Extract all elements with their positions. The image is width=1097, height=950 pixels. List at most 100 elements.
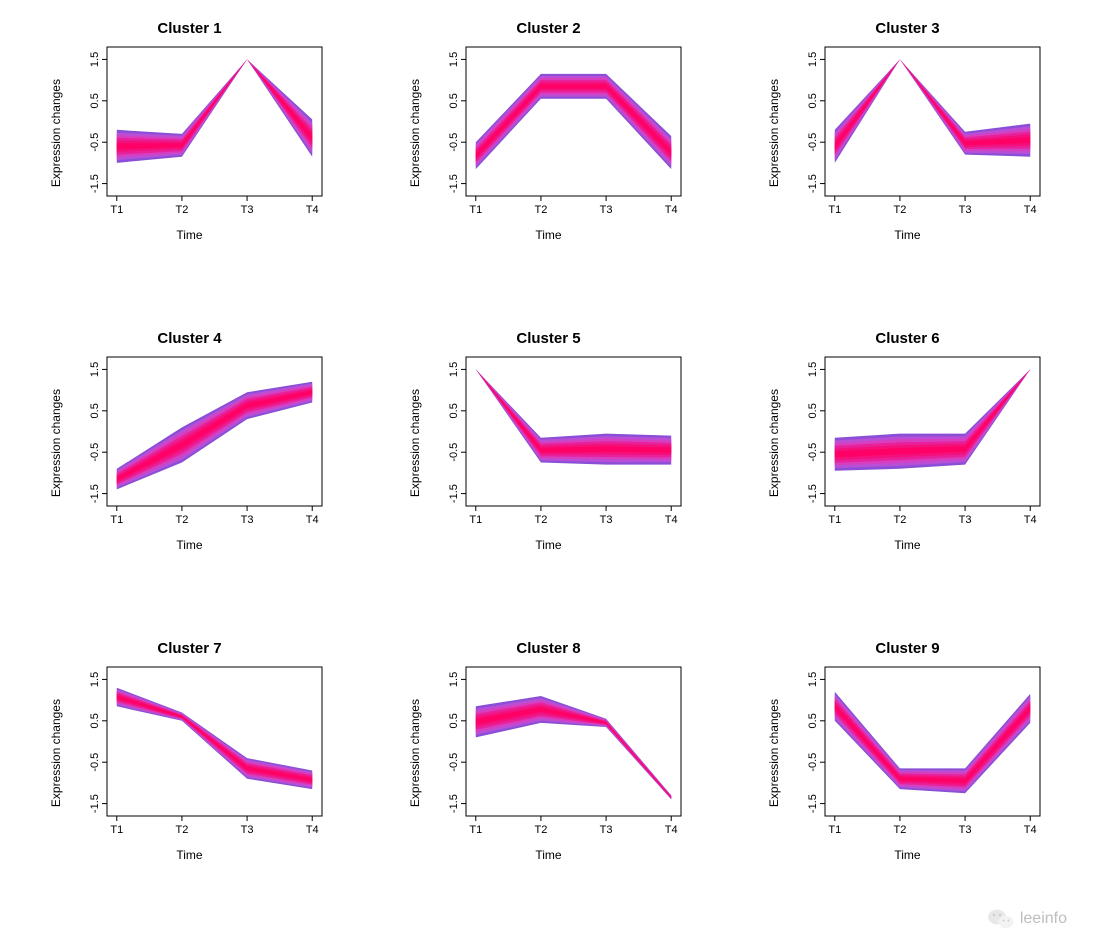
x-axis-label: Time [176, 848, 202, 862]
cluster-plot: -1.5-0.50.51.5T1T2T3T4 [424, 41, 689, 226]
cluster-plot: -1.5-0.50.51.5T1T2T3T4 [783, 41, 1048, 226]
x-tick-label: T4 [306, 514, 319, 526]
x-tick-label: T1 [828, 204, 841, 216]
x-tick-label: T1 [110, 204, 123, 216]
cluster-panel-3: Cluster 3Expression changes-1.5-0.50.51.… [738, 20, 1077, 310]
x-tick-label: T1 [469, 204, 482, 216]
x-tick-label: T1 [469, 514, 482, 526]
cluster-panel-7: Cluster 7Expression changes-1.5-0.50.51.… [20, 640, 359, 930]
x-tick-label: T3 [241, 514, 254, 526]
x-tick-label: T3 [600, 514, 613, 526]
y-tick-label: -1.5 [807, 484, 819, 503]
cluster-panel-5: Cluster 5Expression changes-1.5-0.50.51.… [379, 330, 718, 620]
cluster-plot: -1.5-0.50.51.5T1T2T3T4 [65, 661, 330, 846]
x-tick-label: T1 [828, 514, 841, 526]
x-tick-label: T4 [306, 204, 319, 216]
y-tick-label: -1.5 [807, 174, 819, 193]
cluster-panel-8: Cluster 8Expression changes-1.5-0.50.51.… [379, 640, 718, 930]
x-axis-label: Time [176, 538, 202, 552]
y-tick-label: -1.5 [89, 794, 101, 813]
plot-row: Expression changes-1.5-0.50.51.5T1T2T3T4 [49, 351, 330, 536]
panel-title: Cluster 3 [875, 20, 939, 37]
x-tick-label: T3 [959, 204, 972, 216]
cluster-plot: -1.5-0.50.51.5T1T2T3T4 [424, 351, 689, 536]
cluster-plot: -1.5-0.50.51.5T1T2T3T4 [65, 41, 330, 226]
y-tick-label: -1.5 [89, 484, 101, 503]
x-tick-label: T1 [110, 824, 123, 836]
x-axis-label: Time [535, 538, 561, 552]
y-tick-label: 1.5 [448, 362, 460, 377]
y-tick-label: -1.5 [448, 174, 460, 193]
cluster-panel-2: Cluster 2Expression changes-1.5-0.50.51.… [379, 20, 718, 310]
y-tick-label: 1.5 [89, 672, 101, 687]
y-tick-label: 0.5 [448, 93, 460, 108]
y-axis-label: Expression changes [408, 389, 422, 497]
chart-grid: Cluster 1Expression changes-1.5-0.50.51.… [20, 20, 1077, 930]
x-tick-label: T3 [241, 204, 254, 216]
x-tick-label: T4 [1024, 824, 1037, 836]
x-axis-label: Time [894, 848, 920, 862]
y-tick-label: 0.5 [89, 403, 101, 418]
plot-row: Expression changes-1.5-0.50.51.5T1T2T3T4 [49, 41, 330, 226]
y-tick-label: 1.5 [448, 672, 460, 687]
cluster-panel-6: Cluster 6Expression changes-1.5-0.50.51.… [738, 330, 1077, 620]
plot-row: Expression changes-1.5-0.50.51.5T1T2T3T4 [767, 41, 1048, 226]
panel-title: Cluster 9 [875, 640, 939, 657]
panel-title: Cluster 8 [516, 640, 580, 657]
x-tick-label: T2 [894, 824, 907, 836]
x-tick-label: T1 [828, 824, 841, 836]
cluster-plot: -1.5-0.50.51.5T1T2T3T4 [783, 661, 1048, 846]
x-tick-label: T3 [600, 824, 613, 836]
y-tick-label: -1.5 [448, 794, 460, 813]
cluster-plot: -1.5-0.50.51.5T1T2T3T4 [424, 661, 689, 846]
cluster-plot: -1.5-0.50.51.5T1T2T3T4 [783, 351, 1048, 536]
x-tick-label: T4 [665, 204, 678, 216]
y-tick-label: -0.5 [89, 133, 101, 152]
cluster-panel-4: Cluster 4Expression changes-1.5-0.50.51.… [20, 330, 359, 620]
plot-row: Expression changes-1.5-0.50.51.5T1T2T3T4 [408, 41, 689, 226]
y-tick-label: 1.5 [807, 672, 819, 687]
y-tick-label: 1.5 [448, 52, 460, 67]
y-tick-label: 0.5 [448, 713, 460, 728]
plot-row: Expression changes-1.5-0.50.51.5T1T2T3T4 [767, 351, 1048, 536]
y-tick-label: 0.5 [807, 403, 819, 418]
y-tick-label: -0.5 [448, 753, 460, 772]
y-tick-label: 1.5 [89, 52, 101, 67]
panel-title: Cluster 6 [875, 330, 939, 347]
watermark: leeinfo [988, 908, 1067, 930]
cluster-plot: -1.5-0.50.51.5T1T2T3T4 [65, 351, 330, 536]
y-axis-label: Expression changes [49, 699, 63, 807]
x-tick-label: T2 [176, 824, 189, 836]
panel-title: Cluster 4 [157, 330, 221, 347]
x-tick-label: T4 [306, 824, 319, 836]
y-tick-label: 0.5 [89, 713, 101, 728]
y-tick-label: 0.5 [807, 713, 819, 728]
y-tick-label: 0.5 [89, 93, 101, 108]
x-tick-label: T3 [959, 514, 972, 526]
x-tick-label: T2 [894, 514, 907, 526]
y-tick-label: -0.5 [807, 443, 819, 462]
y-tick-label: -1.5 [448, 484, 460, 503]
panel-title: Cluster 7 [157, 640, 221, 657]
x-axis-label: Time [176, 228, 202, 242]
y-tick-label: -0.5 [448, 133, 460, 152]
plot-frame [466, 667, 681, 816]
y-tick-label: -0.5 [89, 443, 101, 462]
y-tick-label: -0.5 [807, 133, 819, 152]
x-tick-label: T4 [665, 514, 678, 526]
x-axis-label: Time [894, 538, 920, 552]
y-axis-label: Expression changes [408, 79, 422, 187]
x-tick-label: T4 [1024, 514, 1037, 526]
x-tick-label: T2 [535, 204, 548, 216]
y-axis-label: Expression changes [767, 79, 781, 187]
plot-row: Expression changes-1.5-0.50.51.5T1T2T3T4 [408, 351, 689, 536]
plot-row: Expression changes-1.5-0.50.51.5T1T2T3T4 [49, 661, 330, 846]
cluster-panel-9: Cluster 9Expression changes-1.5-0.50.51.… [738, 640, 1077, 930]
cluster-panel-1: Cluster 1Expression changes-1.5-0.50.51.… [20, 20, 359, 310]
x-tick-label: T2 [176, 514, 189, 526]
x-axis-label: Time [535, 228, 561, 242]
y-axis-label: Expression changes [49, 389, 63, 497]
x-tick-label: T2 [535, 824, 548, 836]
x-tick-label: T1 [110, 514, 123, 526]
x-tick-label: T3 [241, 824, 254, 836]
